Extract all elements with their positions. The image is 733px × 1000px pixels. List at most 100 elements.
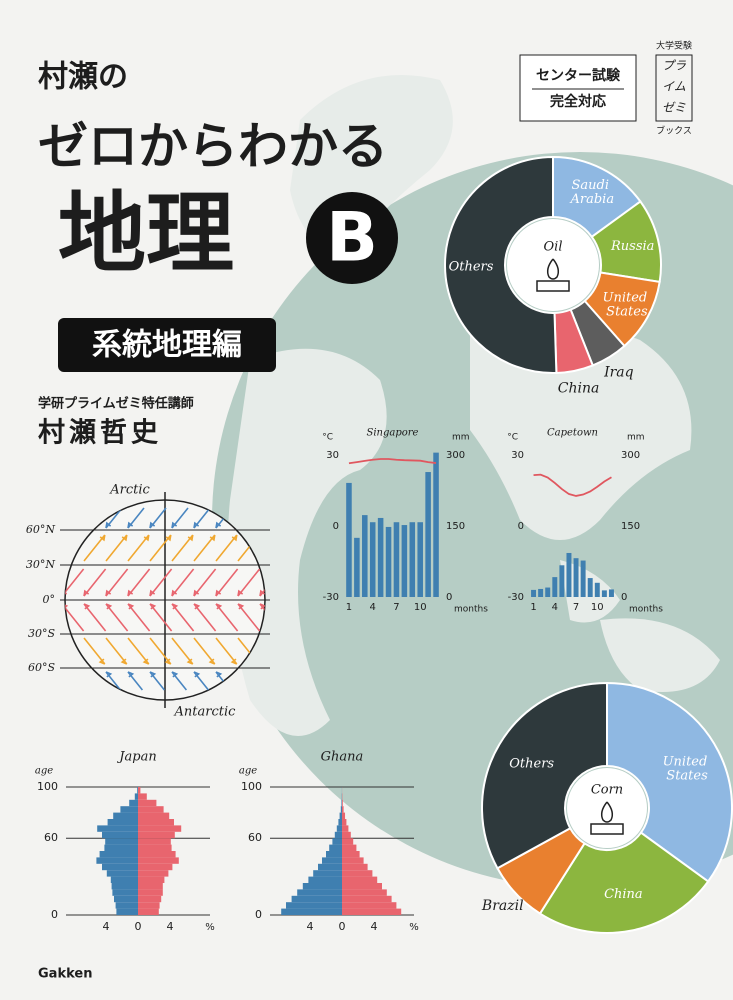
y2-tick-label: 0 [446,592,452,603]
population-bar [342,851,360,858]
population-bar [107,819,138,826]
population-bar [116,908,138,915]
population-bar [138,895,162,903]
series-logo: ゼミ [662,101,686,115]
wind-arrow-head [149,671,157,678]
population-bar [138,908,159,915]
y2-tick-label: 300 [446,450,465,461]
precipitation-bar [393,522,400,597]
wind-arrow-head [105,671,113,678]
badge-line: センター試験 [536,67,621,84]
wind-arrow [83,637,106,665]
population-bar [137,787,138,794]
precipitation-bar [566,552,572,597]
population-bar [138,831,175,839]
population-bar [138,844,172,851]
wind-arrow-head [149,521,156,529]
x-tick-label: 10 [414,602,427,613]
wind-arrow [193,637,216,665]
population-bar [308,876,342,883]
precipitation-bar [601,590,607,597]
wind-arrow-head [121,534,128,542]
population-bar [342,889,387,896]
y-tick-label: 60 [44,831,58,844]
wind-arrow [193,603,217,632]
y-tick-label: 60 [248,831,262,844]
population-bar [138,889,163,896]
pole-label: Arctic [109,483,150,498]
population-bar [97,825,138,832]
wind-arrow [65,603,85,632]
pole-label: Antarctic [174,705,237,720]
y2-axis-label: mm [452,433,470,443]
wind-arrow [149,534,172,562]
wind-arrow [193,534,216,562]
temperature-line [348,458,437,465]
wind-arrow [83,534,106,562]
population-bar [341,799,342,807]
wind-arrow-head [98,658,106,665]
x-axis-label: months [629,605,663,615]
wind-arrow [237,603,261,632]
wind-arrow [105,534,128,562]
population-bar [138,812,170,819]
precipitation-bar [362,515,368,597]
population-bar [342,812,346,819]
continents [227,75,720,736]
title-letter-badge [306,192,398,284]
population-bar [281,908,342,915]
precipitation-bar [552,577,558,597]
y-tick-label: 100 [37,780,58,793]
population-bar [138,902,160,909]
y-tick-label: 30 [511,450,524,461]
chart-title: Ghana [321,750,364,765]
x-axis-label: % [409,922,419,933]
population-bar [342,883,382,890]
y-axis-label: age [35,766,53,777]
y-tick-label: 0 [333,521,339,532]
wind-arrow-head [237,589,244,597]
wind-arrow-head [171,589,178,597]
wind-arrow [149,568,173,597]
wind-arrow [127,568,151,597]
precipitation-bar [573,558,579,597]
donut-label: Saudi Arabia [566,177,614,206]
wind-arrow-head [127,589,134,597]
wind-arrow-head [127,671,135,678]
x-tick-label: 4 [167,920,174,933]
y-tick-label: 0 [518,521,524,532]
population-bar [138,857,179,864]
center-icon [590,801,624,835]
precipitation-bar [587,578,593,597]
population-bar [332,838,342,845]
wind-arrow-head [149,589,156,597]
donut-segment [481,681,608,870]
population-bar [113,812,138,819]
y-tick-label: -30 [323,592,339,603]
x-tick-label: 0 [135,920,142,933]
x-tick-label: 4 [370,602,376,613]
wind-arrow [259,568,265,597]
latitude-label: 60°N [26,523,55,536]
donut-center [507,219,599,311]
population-bar [96,857,138,864]
wind-arrow-head [171,521,178,529]
wind-arrow [171,568,195,597]
population-bar [336,825,342,832]
population-bar [342,838,354,845]
badge-box [519,54,637,122]
population-bar [134,793,138,800]
precipitation-bar [580,560,586,597]
wind-arrow [259,603,265,632]
precipitation-bar [409,522,416,597]
y-tick-label: 30 [326,450,339,461]
y-axis-label: °C [507,433,518,443]
y-tick-label: 0 [255,908,262,921]
precipitation-bar [354,537,360,597]
population-bar [120,806,138,813]
x-tick-label: 7 [573,602,579,613]
wind-arrow [105,637,128,665]
population-bar [302,883,342,890]
population-bar [138,787,141,794]
donut-label: Others [509,756,554,771]
